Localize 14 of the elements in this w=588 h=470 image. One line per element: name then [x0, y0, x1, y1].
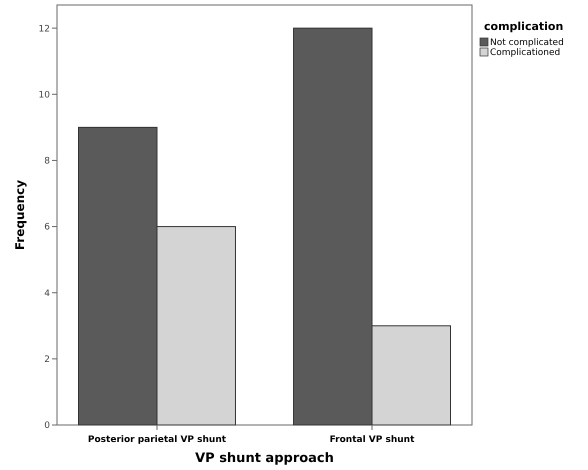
x-tick-label: Frontal VP shunt — [330, 435, 416, 445]
y-tick-label: 6 — [44, 222, 50, 233]
y-tick-label: 10 — [38, 90, 50, 100]
legend-label: Not complicated — [490, 38, 564, 48]
y-tick-label: 8 — [44, 156, 50, 167]
legend-label: Complicationed — [490, 48, 560, 58]
y-tick-label: 4 — [44, 288, 50, 299]
x-axis-title: VP shunt approach — [195, 451, 334, 466]
y-tick-label: 0 — [44, 421, 50, 432]
x-tick-label: Posterior parietal VP shunt — [88, 435, 227, 445]
y-axis-title: Frequency — [13, 180, 27, 250]
y-tick-label: 2 — [44, 355, 50, 366]
y-tick-label: 12 — [38, 24, 50, 34]
legend-title: complication — [484, 20, 564, 33]
